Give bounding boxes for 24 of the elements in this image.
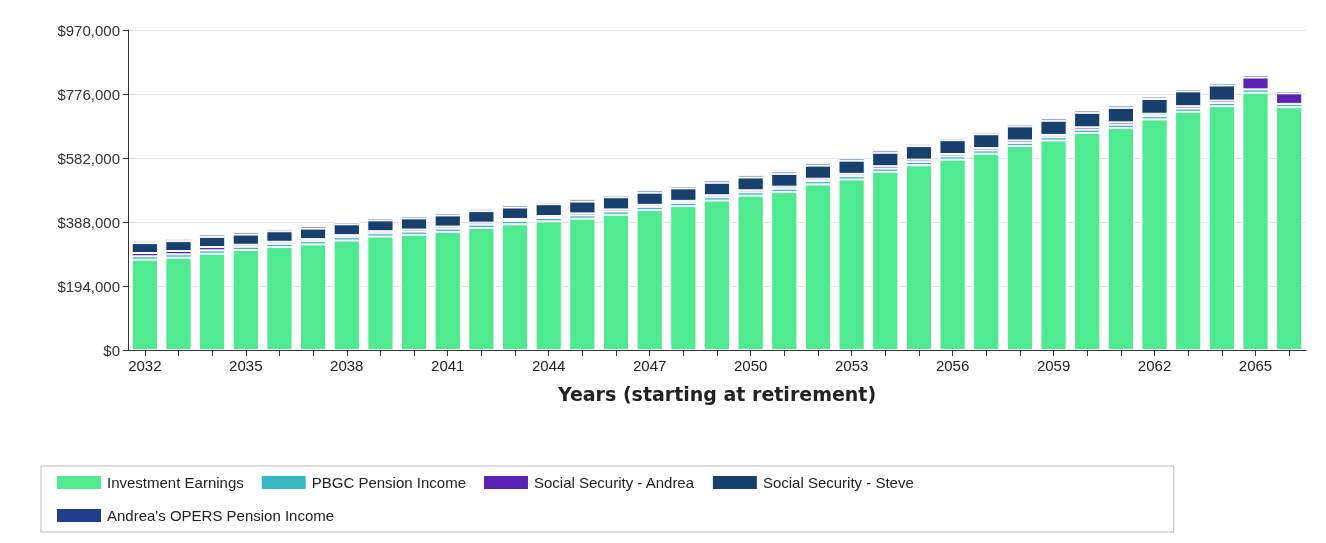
x-tick-label: 2038 [330,357,364,374]
x-tick-label: 2044 [532,357,566,374]
y-tick-label: $194,000 [57,277,120,295]
y-tick-label: $776,000 [57,85,120,103]
x-tick-label: 2047 [633,357,667,374]
x-tick-label: 2050 [733,357,768,374]
y-tick-label: $970,000 [57,21,120,39]
x-tick-label: 2041 [431,357,465,374]
x-tick-label: 2065 [1238,357,1273,374]
y-tick-label: $388,000 [57,213,120,231]
legend-label: Social Security - Steve [762,474,914,491]
x-tick-label: 2032 [128,357,162,374]
x-tick-label: 2053 [834,357,869,374]
x-tick-label: 2059 [1036,357,1071,374]
legend-label: Social Security - Andrea [533,474,695,491]
legend-label: Investment Earnings [107,474,244,491]
x-tick-label: 2035 [229,357,263,374]
legend-label: PBGC Pension Income [311,474,466,491]
x-axis-title: Years (starting at retirement) [556,382,877,405]
y-tick-label: $582,000 [57,149,120,167]
x-tick-label: 2056 [935,357,970,374]
x-tick-label: 2062 [1137,357,1172,374]
y-tick-label: $0 [103,341,120,359]
legend-label: Andrea's OPERS Pension Income [107,507,335,524]
